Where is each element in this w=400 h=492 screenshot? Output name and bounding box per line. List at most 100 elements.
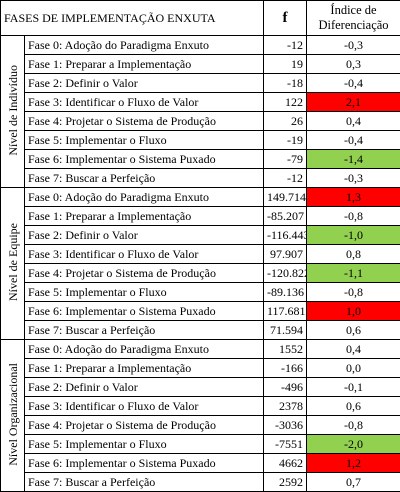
phase-cell: Fase 3: Identificar o Fluxo de Valor [25,245,264,264]
index-cell: 0,6 [307,321,400,340]
f-cell: -496 [264,378,307,397]
phase-cell: Fase 0: Adoção do Paradigma Enxuto [25,340,264,359]
index-cell: -0,8 [307,283,400,302]
f-cell: -3036 [264,416,307,435]
table-body: Nível de Indivíduo Fase 0: Adoção do Para… [1,36,400,492]
index-cell: -0,3 [307,36,400,55]
row: Fase 6: Implementar o Sistema Puxado-79-… [1,150,400,169]
group-label: Nível de Equipe [6,223,20,301]
phase-cell: Fase 3: Identificar o Fluxo de Valor [25,93,264,112]
group-cell: Nível Organizacional [1,340,25,492]
index-cell: 2,1 [307,93,400,112]
phase-cell: Fase 2: Definir o Valor [25,378,264,397]
f-cell: 2378 [264,397,307,416]
index-cell: -2,0 [307,435,400,454]
header-cell: Índice de Diferenciação [307,1,400,36]
row: Fase 5: Implementar o Fluxo-89.136-0,8 [1,283,400,302]
index-cell: 0,8 [307,245,400,264]
row: Fase 5: Implementar o Fluxo-19-0,4 [1,131,400,150]
phase-cell: Fase 7: Buscar a Perfeição [25,169,264,188]
f-cell: 122 [264,93,307,112]
index-cell: -0,4 [307,131,400,150]
phase-cell: Fase 5: Implementar o Fluxo [25,283,264,302]
f-cell: -18 [264,74,307,93]
phase-cell: Fase 1: Preparar a Implementação [25,207,264,226]
phase-cell: Fase 6: Implementar o Sistema Puxado [25,454,264,473]
f-cell: -120.822 [264,264,307,283]
group-cell: Nível de Indivíduo [1,36,25,188]
phase-cell: Fase 4: Projetar o Sistema de Produção [25,264,264,283]
index-cell: -0,8 [307,416,400,435]
phase-cell: Fase 7: Buscar a Perfeição [25,321,264,340]
row: Fase 4: Projetar o Sistema de Produção-3… [1,416,400,435]
index-cell: 1,2 [307,454,400,473]
index-cell: 1,0 [307,302,400,321]
f-cell: 2592 [264,473,307,492]
group-label: Nível de Indivíduo [6,65,20,156]
f-cell: 149.714 [264,188,307,207]
row: Fase 5: Implementar o Fluxo-7551-2,0 [1,435,400,454]
index-cell: -1,1 [307,264,400,283]
phase-cell: Fase 6: Implementar o Sistema Puxado [25,150,264,169]
header-row: FASES DE IMPLEMENTAÇÃO ENXUTA f Índice d… [1,1,400,36]
group-cell: Nível de Equipe [1,188,25,340]
f-cell: -116.443 [264,226,307,245]
phase-cell: Fase 6: Implementar o Sistema Puxado [25,302,264,321]
index-cell: -0,1 [307,378,400,397]
phase-cell: Fase 0: Adoção do Paradigma Enxuto [25,36,264,55]
index-cell: 0,3 [307,55,400,74]
f-cell: 19 [264,55,307,74]
index-cell: 1,3 [307,188,400,207]
phase-cell: Fase 1: Preparar a Implementação [25,55,264,74]
row: Fase 4: Projetar o Sistema de Produção-1… [1,264,400,283]
row: Fase 2: Definir o Valor-18-0,4 [1,74,400,93]
phase-cell: Fase 5: Implementar o Fluxo [25,435,264,454]
row: Fase 2: Definir o Valor-116.443-1,0 [1,226,400,245]
phase-cell: Fase 1: Preparar a Implementação [25,359,264,378]
index-cell: 0,4 [307,340,400,359]
f-cell: -19 [264,131,307,150]
phase-cell: Fase 5: Implementar o Fluxo [25,131,264,150]
f-cell: -79 [264,150,307,169]
index-cell: -1,4 [307,150,400,169]
row: Fase 7: Buscar a Perfeição-12-0,3 [1,169,400,188]
phase-cell: Fase 3: Identificar o Fluxo de Valor [25,397,264,416]
index-cell: -1,0 [307,226,400,245]
f-cell: 71.594 [264,321,307,340]
index-cell: -0,8 [307,207,400,226]
f-cell: -12 [264,169,307,188]
row: Fase 2: Definir o Valor-496-0,1 [1,378,400,397]
f-cell: 97.907 [264,245,307,264]
phase-cell: Fase 4: Projetar o Sistema de Produção [25,416,264,435]
phase-cell: Fase 4: Projetar o Sistema de Produção [25,112,264,131]
phase-cell: Fase 0: Adoção do Paradigma Enxuto [25,188,264,207]
header-cell: f [264,1,307,36]
index-cell: -0,3 [307,169,400,188]
index-cell: 0,4 [307,112,400,131]
header-cell: FASES DE IMPLEMENTAÇÃO ENXUTA [1,1,264,36]
index-cell: -0,4 [307,74,400,93]
index-cell: 0,0 [307,359,400,378]
f-cell: 1552 [264,340,307,359]
phase-cell: Fase 2: Definir o Valor [25,226,264,245]
f-cell: -89.136 [264,283,307,302]
f-cell: 4662 [264,454,307,473]
f-cell: -12 [264,36,307,55]
f-cell: -166 [264,359,307,378]
phase-cell: Fase 7: Buscar a Perfeição [25,473,264,492]
index-cell: 0,7 [307,473,400,492]
